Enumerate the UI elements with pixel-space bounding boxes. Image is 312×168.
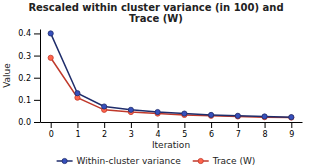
x-axis-tick-label: 6: [209, 130, 214, 139]
y-axis-tick-mark: [34, 56, 40, 57]
y-axis-tick-mark: [34, 33, 40, 34]
point: [289, 115, 294, 120]
x-axis-tick-label: 1: [75, 130, 80, 139]
legend-item: Within-cluster variance: [57, 156, 182, 166]
point: [235, 113, 240, 118]
x-axis-tick-label: 9: [289, 130, 294, 139]
y-axis-title: Value: [2, 63, 12, 88]
x-axis-tick-label: 4: [156, 130, 161, 139]
series-line: [51, 33, 292, 117]
point: [102, 104, 107, 109]
legend-item: Trace (W): [193, 156, 256, 166]
title-line: Trace (W): [129, 13, 183, 24]
x-axis-tick-label: 7: [236, 130, 241, 139]
series: [48, 31, 294, 120]
point: [235, 114, 240, 119]
point: [209, 113, 214, 118]
y-axis-tick: 0.4: [18, 29, 40, 38]
chart: Rescaled within cluster variance (in 100…: [0, 0, 312, 168]
x-axis-tick: 2: [102, 122, 107, 139]
x-axis-tick: 4: [156, 122, 161, 139]
x-axis-tick-mark: [238, 122, 239, 128]
x-axis-tick: 7: [236, 122, 241, 139]
x-axis-tick: 0: [49, 122, 54, 139]
point: [209, 112, 214, 117]
legend-marker: [62, 158, 67, 163]
x-axis-tick-mark: [158, 122, 159, 128]
x-axis-tick: 6: [209, 122, 214, 139]
point: [289, 115, 294, 120]
y-axis-tick-label: 0.4: [18, 29, 31, 38]
x-axis-tick: 3: [129, 122, 134, 139]
x-axis-tick: 8: [263, 122, 268, 139]
y-axis: 0.0 0.1 0.2 0.3 0.4: [18, 29, 40, 127]
point: [155, 109, 160, 114]
y-axis-tick: 0.0: [18, 118, 40, 127]
legend-label: Within-cluster variance: [77, 156, 182, 166]
y-axis-tick: 0.2: [18, 74, 40, 83]
y-axis-tick-mark: [34, 78, 40, 79]
x-axis-tick-mark: [291, 122, 292, 128]
point: [262, 114, 267, 119]
legend-label: Trace (W): [212, 156, 256, 166]
x-axis-title: Iteration: [152, 140, 190, 150]
y-axis-tick: 0.1: [18, 96, 40, 105]
x-axis-tick-mark: [265, 122, 266, 128]
x-axis-tick: 5: [182, 122, 187, 139]
x-axis-line: [41, 122, 303, 123]
y-axis-tick-mark: [34, 100, 40, 101]
x-axis-tick-label: 8: [263, 130, 268, 139]
point: [182, 111, 187, 116]
legend-marker: [198, 158, 203, 163]
point: [48, 31, 53, 36]
point: [262, 115, 267, 120]
x-axis-tick-label: 0: [49, 130, 54, 139]
point: [48, 55, 53, 60]
x-axis-tick-mark: [51, 122, 52, 128]
y-axis-line: [40, 30, 41, 123]
x-axis-tick-mark: [77, 122, 78, 128]
x-axis-tick: 9: [289, 122, 294, 139]
x-axis-tick-mark: [104, 122, 105, 128]
point: [128, 107, 133, 112]
x-axis-tick-label: 5: [182, 130, 187, 139]
series-line: [51, 58, 292, 118]
x-axis-tick-mark: [184, 122, 185, 128]
plot: 0 1 2 3 4 5 6 7 8 9 0.0 0.1 0.2 0.3 0.4: [18, 29, 302, 138]
x-axis-tick-mark: [211, 122, 212, 128]
y-axis-tick-mark: [34, 122, 40, 123]
y-axis-tick-label: 0.3: [18, 52, 31, 61]
y-axis-tick: 0.3: [18, 52, 40, 61]
y-axis-tick-label: 0.1: [18, 96, 31, 105]
marks: [48, 31, 294, 120]
point: [75, 91, 80, 96]
legend: Within-cluster variance Trace (W): [57, 156, 256, 166]
x-axis-tick-label: 3: [129, 130, 134, 139]
title-line: Rescaled within cluster variance (in 100…: [28, 2, 283, 13]
title: Rescaled within cluster variance (in 100…: [28, 2, 283, 24]
x-axis-tick-label: 2: [102, 130, 107, 139]
series: [48, 55, 294, 120]
x-axis-tick: 1: [75, 122, 80, 139]
y-axis-tick-label: 0.0: [18, 118, 31, 127]
y-axis-tick-label: 0.2: [18, 74, 31, 83]
x-axis-tick-mark: [131, 122, 132, 128]
x-axis: 0 1 2 3 4 5 6 7 8 9: [41, 122, 303, 139]
